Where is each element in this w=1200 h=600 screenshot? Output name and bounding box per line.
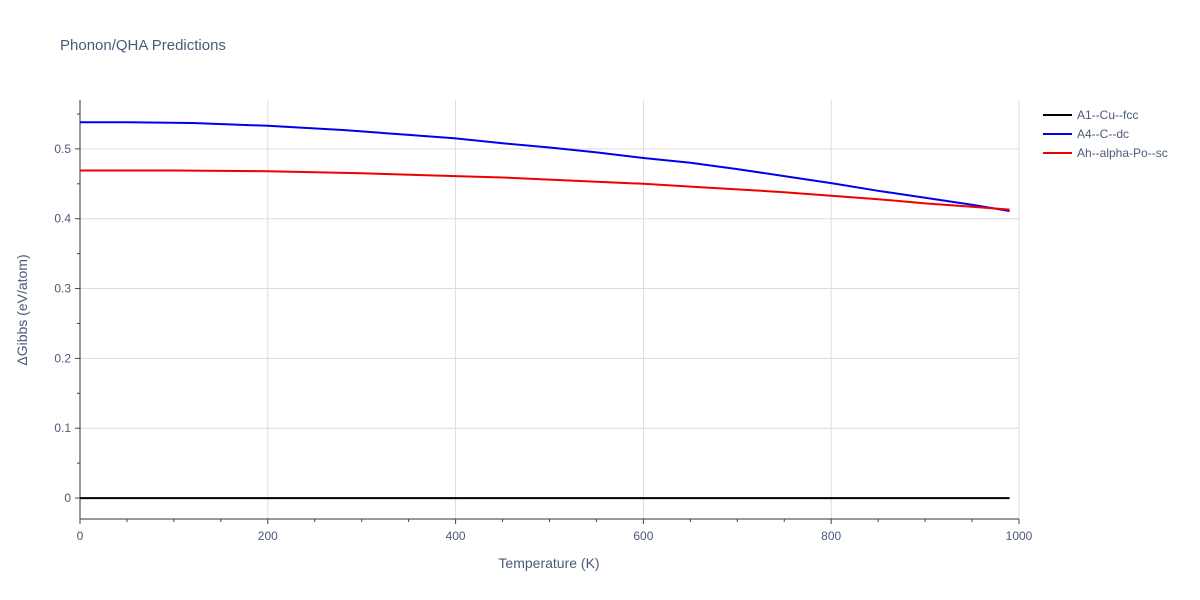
y-tick-label-4: 0.4 [54, 212, 71, 226]
x-axis-title: Temperature (K) [498, 555, 599, 571]
y-tick-label-2: 0.2 [54, 351, 71, 365]
chart-title: Phonon/QHA Predictions [60, 37, 226, 54]
axes: 0 200 400 600 800 1000 0 0.1 0.2 0.3 0.4 0.5 [54, 100, 1033, 543]
x-tick-label-4: 800 [821, 529, 841, 543]
series-line-A4--C--dc [80, 121, 1010, 212]
x-tick-label-1: 200 [258, 529, 278, 543]
y-axis-title: ΔGibbs (eV/atom) [14, 254, 30, 365]
legend-label: A4--C--dc [1077, 127, 1129, 141]
legend-label: A1--Cu--fcc [1077, 108, 1138, 122]
series-line-Ah--alpha-Po--sc [80, 169, 1010, 211]
y-tick-label-3: 0.3 [54, 282, 71, 296]
legend-item-A4--C--dc[interactable]: A4--C--dc [1043, 127, 1129, 141]
y-tick-label-1: 0.1 [54, 421, 71, 435]
x-tick-label-3: 600 [633, 529, 653, 543]
x-tick-label-5: 1000 [1006, 529, 1033, 543]
legend-label: Ah--alpha-Po--sc [1077, 146, 1168, 160]
legend[interactable]: A1--Cu--fcc A4--C--dc Ah--alpha-Po--sc [1043, 108, 1168, 160]
y-tick-label-5: 0.5 [54, 142, 71, 156]
y-tick-label-0: 0 [64, 491, 71, 505]
series-lines [80, 121, 1010, 500]
grid [80, 100, 1020, 519]
legend-item-A1--Cu--fcc[interactable]: A1--Cu--fcc [1043, 108, 1138, 122]
x-tick-label-0: 0 [77, 529, 84, 543]
legend-item-Ah--alpha-Po--sc[interactable]: Ah--alpha-Po--sc [1043, 146, 1168, 160]
x-tick-label-2: 400 [446, 529, 466, 543]
